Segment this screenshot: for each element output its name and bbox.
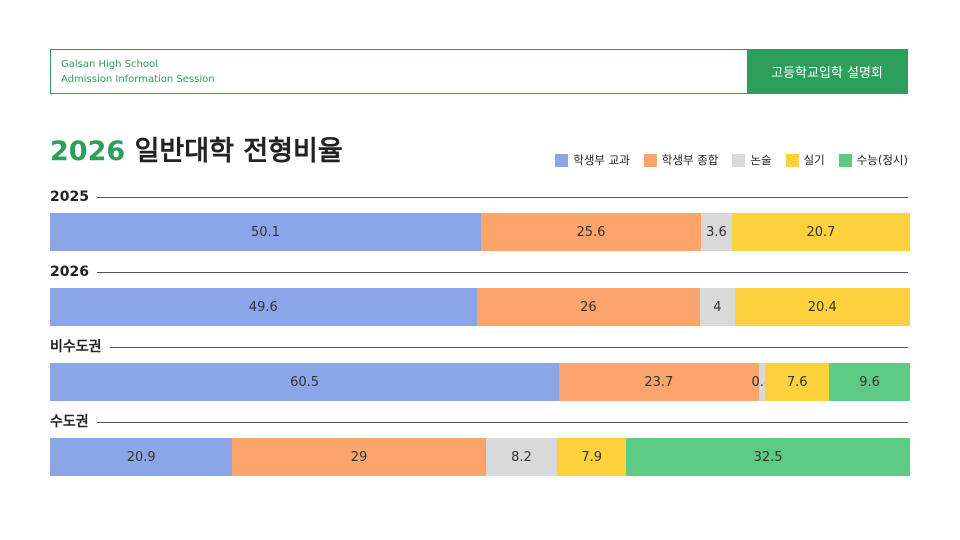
session-name: Admission Information Session [61, 74, 215, 85]
legend-swatch [643, 153, 657, 167]
data-label: 49.6 [248, 299, 278, 315]
bar-segment: 7.6 [765, 363, 830, 401]
legend-item: 수능(정시) [838, 152, 908, 168]
legend-swatch [732, 153, 746, 167]
data-label: 25.6 [576, 224, 606, 240]
row-label: 수도권 [50, 413, 97, 431]
legend-item: 논술 [732, 152, 772, 168]
bar-segment: 8.2 [485, 438, 558, 476]
bar-segment: 20.7 [731, 213, 910, 251]
row-rule [50, 197, 908, 198]
page-title: 2026 일반대학 전형비율 [50, 134, 343, 170]
legend-swatch [555, 153, 569, 167]
bar-segment: 20.9 [50, 438, 233, 476]
header-banner: Galsan High School Admission Information… [50, 49, 908, 94]
title-text: 일반대학 전형비율 [134, 136, 343, 167]
bar-segment: 26 [476, 288, 701, 326]
stacked-bar: 20.9 29 8.2 7.9 32.5 [50, 438, 910, 476]
data-label: 7.9 [581, 449, 603, 465]
data-label: 23.7 [644, 374, 674, 390]
bar-segment: 25.6 [480, 213, 702, 251]
stacked-bar: 49.6 26 4 20.4 [50, 288, 910, 326]
data-label: 60.5 [290, 374, 320, 390]
legend-swatch [785, 153, 799, 167]
row-rule [50, 422, 908, 423]
bar-segment: 23.7 [559, 363, 759, 401]
stacked-bar: 60.5 23.7 0.8 7.6 9.6 [50, 363, 910, 401]
stacked-bar: 50.1 25.6 3.6 20.7 [50, 213, 910, 251]
row-label: 비수도권 [50, 338, 110, 356]
data-label: 26 [580, 299, 597, 315]
legend-label: 수능(정시) [856, 153, 908, 167]
school-name: Galsan High School [61, 59, 158, 70]
row-rule [50, 272, 908, 273]
bar-segment: 49.6 [50, 288, 477, 326]
data-label: 20.7 [806, 224, 836, 240]
legend-item: 학생부 교과 [555, 152, 630, 168]
bar-segment: 4 [700, 288, 735, 326]
data-label: 8.2 [511, 449, 532, 465]
data-label: 20.9 [126, 449, 156, 465]
bar-segment: 50.1 [50, 213, 481, 251]
data-label: 20.4 [807, 299, 837, 315]
bar-segment: 3.6 [701, 213, 732, 251]
bar-segment: 0.8 [752, 363, 772, 401]
bar-segment: 7.9 [557, 438, 627, 476]
data-label: 9.6 [859, 374, 880, 390]
bar-segment: 20.4 [734, 288, 910, 326]
legend-swatch [838, 153, 852, 167]
bar-segment: 32.5 [626, 438, 910, 476]
legend-label: 논술 [750, 153, 772, 167]
legend-item: 실기 [785, 152, 825, 168]
data-label: 7.6 [786, 374, 808, 390]
data-label: 3.6 [706, 224, 727, 240]
bar-segment: 29 [232, 438, 486, 476]
chart-legend: 학생부 교과 학생부 종합 논술 실기 수능(정시) [555, 152, 908, 168]
row-rule [50, 347, 908, 348]
legend-label: 실기 [803, 153, 825, 167]
session-tag: 고등학교입학 설명회 [747, 50, 907, 93]
data-label: 32.5 [753, 449, 783, 465]
legend-item: 학생부 종합 [643, 152, 719, 168]
title-year: 2026 [50, 136, 126, 167]
bar-segment: 9.6 [829, 363, 910, 401]
row-label: 2026 [50, 263, 97, 281]
data-label: 29 [350, 449, 368, 465]
legend-label: 학생부 종합 [661, 153, 719, 167]
row-label: 2025 [50, 188, 97, 206]
bar-segment: 60.5 [50, 363, 560, 401]
data-label: 4 [713, 299, 722, 315]
data-label: 50.1 [250, 224, 280, 240]
legend-label: 학생부 교과 [573, 153, 630, 167]
